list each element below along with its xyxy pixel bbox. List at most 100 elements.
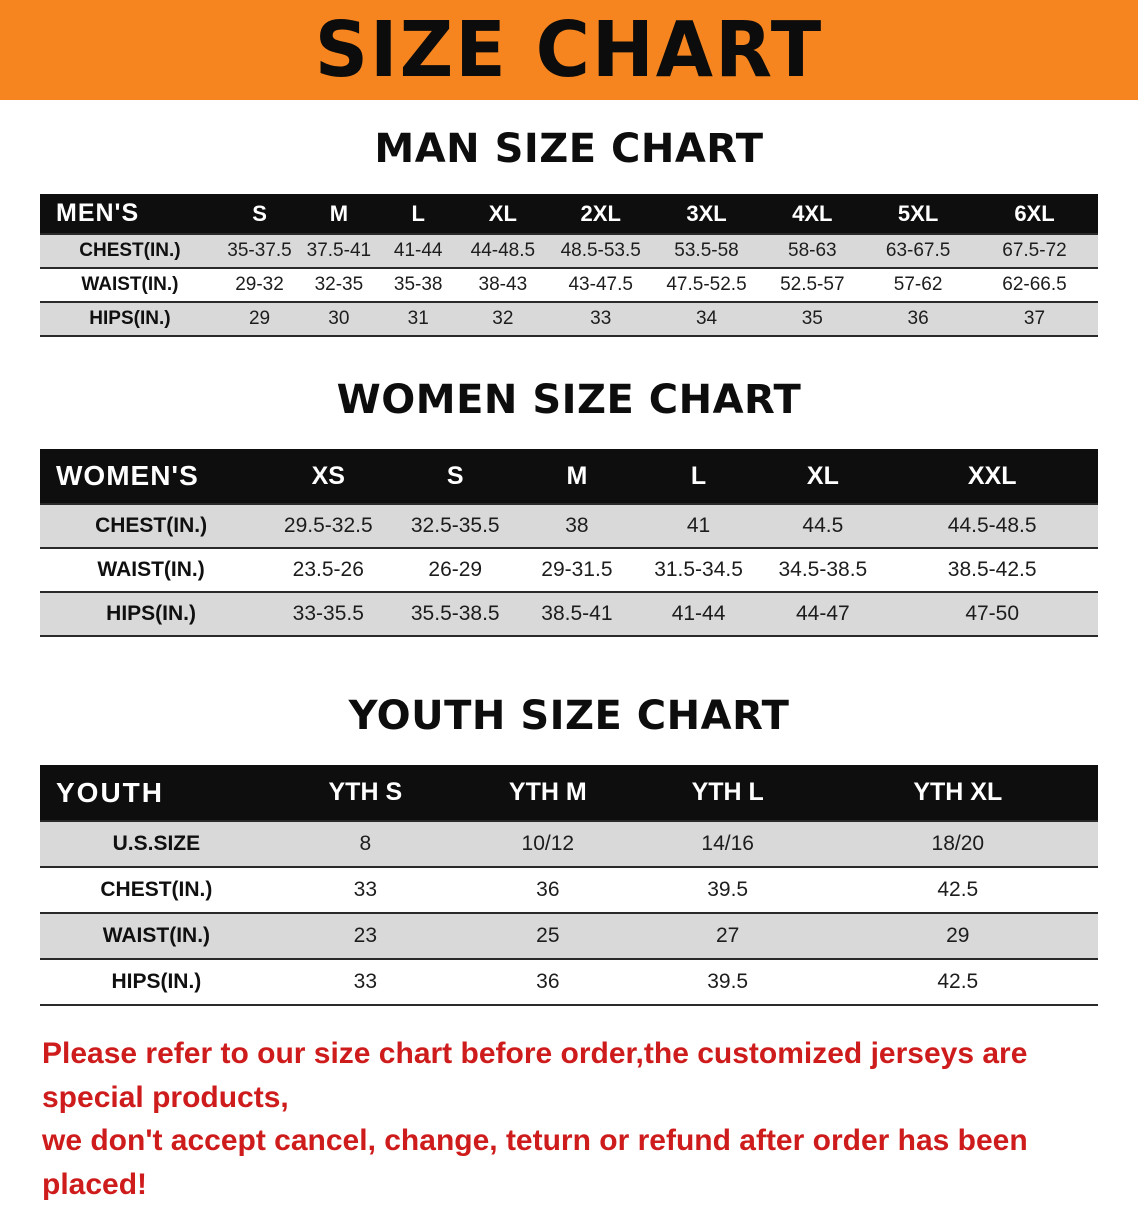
size-value-cell: 31	[407, 308, 429, 329]
men-chart-heading: MAN SIZE CHART	[374, 126, 764, 172]
size-header-cell: YTH S	[272, 765, 458, 821]
row-label: HIPS(IN.)	[106, 602, 196, 625]
size-value-cell: 39.5	[707, 878, 749, 901]
size-header-cell: L	[637, 449, 760, 504]
size-value-cell: 23	[353, 924, 377, 947]
size-header-cell: YOUTH	[40, 765, 273, 821]
size-value-cell: 33	[353, 970, 377, 993]
women-table-header-row: WOMEN'S XS S M L XL XXL	[40, 449, 1098, 504]
size-value-cell: 42.5	[937, 970, 979, 993]
size-value-cell: 35	[801, 308, 823, 329]
women-size-table: WOMEN'S XS S M L XL XXL CHEST(IN.) 29.5-…	[40, 449, 1098, 637]
size-value-cell: 58-63	[788, 240, 837, 261]
size-value-cell: 33	[353, 878, 377, 901]
size-value-cell: 29-32	[235, 274, 284, 295]
table-row: CHEST(IN.) 33 36 39.5 42.5	[40, 867, 1098, 913]
size-value-cell: 36	[536, 878, 560, 901]
youth-size-table: YOUTH YTH S YTH M YTH L YTH XL U.S.SIZE …	[40, 765, 1098, 1006]
table-row: HIPS(IN.) 29 30 31 32 33 34 35 36 37	[40, 302, 1098, 336]
size-header-cell: WOMEN'S	[40, 449, 263, 504]
size-value-cell: 34	[695, 308, 718, 329]
row-label: CHEST(IN.)	[100, 878, 213, 901]
row-label: CHEST(IN.)	[95, 514, 208, 537]
size-value-cell: 27	[716, 924, 740, 947]
size-value-cell: 25	[536, 924, 560, 947]
size-header-cell: YTH XL	[817, 765, 1098, 821]
size-value-cell: 29	[248, 308, 271, 329]
size-value-cell: 48.5-53.5	[560, 240, 641, 261]
size-value-cell: 14/16	[701, 832, 754, 855]
size-value-cell: 18/20	[931, 832, 985, 855]
size-value-cell: 29-31.5	[541, 558, 613, 581]
size-value-cell: 8	[359, 832, 372, 855]
size-header-cell: XS	[262, 449, 395, 504]
men-section: MAN SIZE CHART MEN'S S M L XL 2XL 3XL 4X…	[0, 126, 1138, 337]
men-table-header-row: MEN'S S M L XL 2XL 3XL 4XL 5XL 6XL	[40, 194, 1098, 234]
size-value-cell: 10/12	[521, 832, 575, 855]
size-value-cell: 38-43	[478, 274, 528, 295]
table-row: CHEST(IN.) 35-37.5 37.5-41 41-44 44-48.5…	[40, 234, 1098, 268]
size-value-cell: 38	[565, 514, 589, 537]
table-row: CHEST(IN.) 29.5-32.5 32.5-35.5 38 41 44.…	[40, 504, 1098, 548]
size-value-cell: 29	[946, 924, 970, 947]
men-size-table: MEN'S S M L XL 2XL 3XL 4XL 5XL 6XL CHEST…	[40, 194, 1098, 337]
table-row: WAIST(IN.) 23 25 27 29	[40, 913, 1098, 959]
size-header-cell: 4XL	[759, 194, 866, 234]
size-header-cell: 2XL	[547, 194, 654, 234]
size-header-cell: S	[219, 194, 300, 234]
size-value-cell: 62-66.5	[1002, 274, 1067, 295]
size-header-cell: 5XL	[865, 194, 971, 234]
disclaimer-text: Please refer to our size chart before or…	[42, 1032, 1098, 1206]
size-value-cell: 35-38	[393, 274, 443, 295]
size-header-cell: MEN'S	[40, 194, 220, 234]
size-header-cell: 6XL	[971, 194, 1098, 234]
size-value-cell: 47-50	[965, 602, 1020, 625]
table-row: WAIST(IN.) 23.5-26 26-29 29-31.5 31.5-34…	[40, 548, 1098, 592]
size-chart-banner: SIZE CHART	[0, 0, 1138, 100]
size-value-cell: 35.5-38.5	[410, 602, 500, 625]
size-header-cell: YTH L	[637, 765, 818, 821]
size-value-cell: 67.5-72	[1002, 240, 1067, 261]
size-value-cell: 42.5	[937, 878, 979, 901]
youth-table-header-row: YOUTH YTH S YTH M YTH L YTH XL	[40, 765, 1098, 821]
size-value-cell: 36	[907, 308, 929, 329]
size-value-cell: 44-47	[796, 602, 850, 625]
youth-chart-heading: YOUTH SIZE CHART	[348, 693, 790, 739]
size-value-cell: 37.5-41	[306, 240, 372, 261]
size-value-cell: 53.5-58	[674, 240, 739, 261]
table-row: HIPS(IN.) 33 36 39.5 42.5	[40, 959, 1098, 1005]
size-value-cell: 33-35.5	[292, 602, 364, 625]
size-value-cell: 47.5-52.5	[666, 274, 747, 295]
row-label: WAIST(IN.)	[81, 274, 179, 295]
table-row: U.S.SIZE 8 10/12 14/16 18/20	[40, 821, 1098, 867]
size-header-cell: XXL	[886, 449, 1098, 504]
size-value-cell: 32	[492, 308, 514, 329]
size-value-cell: 26-29	[428, 558, 483, 581]
row-label: CHEST(IN.)	[79, 240, 181, 261]
size-value-cell: 44-48.5	[470, 240, 536, 261]
women-section: WOMEN SIZE CHART WOMEN'S XS S M L XL XXL	[0, 377, 1138, 637]
size-value-cell: 41	[686, 514, 711, 537]
size-header-cell: M	[299, 194, 379, 234]
size-value-cell: 38.5-41	[541, 602, 613, 625]
size-header-cell: S	[394, 449, 517, 504]
size-value-cell: 39.5	[707, 970, 749, 993]
size-value-cell: 34.5-38.5	[778, 558, 868, 581]
row-label: HIPS(IN.)	[111, 970, 202, 993]
size-value-cell: 29.5-32.5	[283, 514, 373, 537]
size-value-cell: 32.5-35.5	[410, 514, 500, 537]
size-value-cell: 33	[590, 308, 612, 329]
youth-section: YOUTH SIZE CHART YOUTH YTH S YTH M YTH L…	[0, 693, 1138, 1006]
size-value-cell: 30	[328, 308, 350, 329]
row-label: WAIST(IN.)	[97, 558, 205, 581]
size-header-cell: 3XL	[653, 194, 760, 234]
size-header-cell: XL	[759, 449, 887, 504]
row-label: HIPS(IN.)	[89, 308, 171, 329]
size-value-cell: 31.5-34.5	[654, 558, 743, 581]
row-label: WAIST(IN.)	[102, 924, 211, 947]
size-value-cell: 63-67.5	[885, 240, 951, 261]
size-value-cell: 38.5-42.5	[947, 558, 1037, 581]
size-value-cell: 52.5-57	[780, 274, 845, 295]
size-value-cell: 57-62	[893, 274, 943, 295]
